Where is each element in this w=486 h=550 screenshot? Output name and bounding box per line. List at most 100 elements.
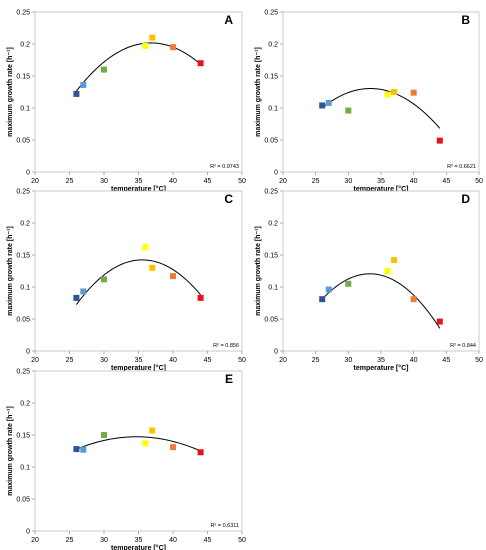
data-point [384,268,391,274]
x-tick-label: 35 [135,537,143,544]
y-tick-label: 0.1 [268,106,278,113]
x-tick-label: 30 [100,537,108,544]
y-tick-label: 0.25 [16,10,30,17]
x-tick-label: 40 [169,357,177,364]
trendline [321,88,441,129]
x-tick-label: 40 [410,357,418,364]
x-axis-title: temperature [°C] [111,364,166,372]
y-tick-label: 0.05 [16,138,30,145]
x-tick-label: 50 [238,537,246,544]
data-point [80,288,87,295]
y-tick-label: 0.2 [20,42,30,49]
x-tick-label: 25 [312,357,320,364]
x-tick-label: 20 [279,178,287,185]
r-squared-label: R² = 0.6621 [447,164,476,170]
x-tick-label: 20 [31,178,39,185]
y-tick-label: 0 [274,170,278,177]
y-tick-label: 0.2 [268,221,278,228]
x-tick-label: 30 [344,357,352,364]
data-point [101,276,107,283]
r-squared-label: R² = 0.856 [213,343,239,349]
y-tick-label: 0 [26,349,30,356]
y-tick-label: 0.25 [16,369,30,376]
data-point [73,294,80,301]
data-point [101,66,107,73]
y-tick-label: 0 [26,170,30,177]
data-point [170,444,176,451]
x-tick-label: 30 [344,178,352,185]
data-point [319,296,326,303]
x-axis-title: temperature [°C] [111,185,166,193]
x-tick-label: 45 [204,357,212,364]
trendline [76,42,201,92]
y-tick-label: 0 [26,529,30,536]
data-point [170,44,176,51]
y-tick-label: 0.15 [16,74,30,81]
data-point [345,280,352,287]
x-tick-label: 35 [135,178,143,185]
y-tick-label: 0.2 [20,221,30,228]
x-tick-label: 35 [377,178,385,185]
data-point [149,427,156,434]
y-tick-label: 0.2 [268,42,278,49]
y-tick-label: 0.15 [264,253,278,260]
y-tick-label: 0.1 [268,285,278,292]
data-point [436,318,443,325]
data-point [80,446,87,453]
panel-letter: B [461,13,470,27]
plot-area [282,190,480,352]
plot-area [34,370,243,532]
data-point [149,34,156,41]
x-tick-label: 35 [135,357,143,364]
chart-panel-e: 0 0.05 0.1 0.15 0.2 0.25 20 25 30 35 40 45 50 tempera… [7,369,246,550]
data-point [170,273,176,280]
trendline [76,436,201,452]
plot-area [282,11,480,173]
y-tick-label: 0.2 [20,401,30,408]
x-tick-label: 45 [442,178,450,185]
x-axis-title: temperature [°C] [111,544,166,550]
x-tick-label: 20 [279,357,287,364]
data-point [391,89,398,95]
panel-letter: C [224,192,233,206]
data-point [410,296,417,303]
y-axis-title: maximum growth rate [h⁻¹] [7,406,14,496]
data-point [142,244,149,251]
data-point [73,446,80,453]
y-tick-label: 0.15 [16,253,30,260]
data-point [142,42,149,49]
y-axis-title: maximum growth rate [h⁻¹] [255,47,262,137]
y-tick-label: 0.1 [20,285,30,292]
x-tick-label: 30 [100,357,108,364]
y-tick-label: 0.05 [264,138,278,145]
x-axis-title: temperature [°C] [354,185,409,193]
data-point [197,449,204,456]
x-tick-label: 45 [204,537,212,544]
x-tick-label: 25 [312,178,320,185]
panel-letter: A [224,13,233,27]
x-tick-label: 20 [31,537,39,544]
data-point [410,89,417,96]
data-point [197,294,204,301]
plot-area [34,11,243,173]
data-point [325,99,332,106]
y-tick-label: 0.05 [264,317,278,324]
r-squared-label: R² = 0.9743 [210,164,239,170]
y-tick-label: 0.25 [16,189,30,196]
x-tick-label: 40 [410,178,418,185]
x-axis-title: temperature [°C] [354,364,409,372]
y-tick-label: 0.25 [264,189,278,196]
y-tick-label: 0.05 [16,317,30,324]
x-tick-label: 30 [100,178,108,185]
data-point [345,107,352,114]
y-tick-label: 0.15 [16,433,30,440]
data-point [319,102,326,109]
data-point [384,91,391,98]
x-tick-label: 25 [66,178,74,185]
y-axis-title: maximum growth rate [h⁻¹] [255,226,262,316]
r-squared-label: R² = 0.844 [450,343,476,349]
r-squared-label: R² = 0.6311 [211,523,240,529]
data-point [101,432,107,438]
